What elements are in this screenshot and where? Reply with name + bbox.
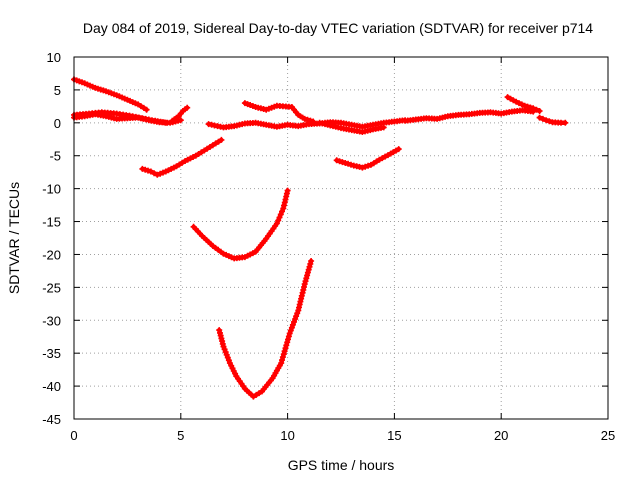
data-point bbox=[539, 115, 546, 122]
data-point bbox=[524, 103, 531, 110]
data-point bbox=[288, 324, 295, 331]
data-point bbox=[333, 157, 340, 164]
series-trace bbox=[191, 188, 290, 261]
y-tick-label: -40 bbox=[42, 379, 61, 394]
data-point bbox=[298, 292, 305, 299]
y-tick-label: -30 bbox=[42, 313, 61, 328]
data-point bbox=[395, 146, 402, 153]
data-point bbox=[304, 269, 311, 276]
data-point bbox=[218, 136, 225, 143]
data-point bbox=[362, 163, 369, 170]
y-axis-label: SDTVAR / TECUs bbox=[6, 182, 22, 294]
data-point bbox=[225, 357, 232, 364]
x-tick-label: 25 bbox=[601, 428, 615, 443]
y-tick-label: -15 bbox=[42, 215, 61, 230]
x-tick-label: 10 bbox=[280, 428, 294, 443]
data-point bbox=[291, 318, 297, 325]
x-tick-label: 20 bbox=[494, 428, 508, 443]
data-series-6 bbox=[190, 187, 291, 262]
data-point bbox=[184, 104, 191, 111]
data-point bbox=[221, 346, 228, 353]
data-series-9 bbox=[241, 100, 317, 125]
data-point bbox=[304, 116, 311, 123]
data-series-14 bbox=[536, 114, 569, 126]
data-point bbox=[546, 118, 553, 125]
y-tick-label: -35 bbox=[42, 346, 61, 361]
data-point bbox=[280, 351, 287, 358]
series-trace bbox=[216, 258, 314, 399]
data-point bbox=[289, 321, 296, 328]
x-tick-label: 0 bbox=[70, 428, 77, 443]
data-point bbox=[293, 313, 300, 320]
chart-title: Day 084 of 2019, Sidereal Day-to-day VTE… bbox=[83, 20, 593, 36]
y-tick-label: -5 bbox=[49, 149, 61, 164]
data-series-8 bbox=[205, 117, 409, 131]
data-point bbox=[294, 310, 301, 317]
grid-lines bbox=[74, 57, 608, 419]
x-axis-label: GPS time / hours bbox=[288, 457, 395, 473]
data-point bbox=[533, 106, 540, 113]
data-series-13 bbox=[504, 94, 543, 114]
plot-frame bbox=[73, 56, 609, 420]
data-point bbox=[279, 354, 286, 361]
y-tick-label: -45 bbox=[42, 412, 61, 427]
y-tick-label: -10 bbox=[42, 182, 61, 197]
data-series-3 bbox=[71, 109, 169, 126]
y-tick-label: -25 bbox=[42, 280, 61, 295]
data-point bbox=[276, 214, 283, 221]
data-point bbox=[310, 118, 317, 125]
data-series-10 bbox=[316, 119, 387, 135]
data-series-1 bbox=[71, 76, 150, 113]
data-point bbox=[307, 260, 314, 267]
data-series-7 bbox=[216, 258, 315, 400]
data-point bbox=[536, 114, 543, 121]
data-series-4 bbox=[169, 104, 191, 124]
data-point bbox=[151, 170, 158, 177]
data-point bbox=[283, 342, 290, 349]
y-axis-ticks: 10 5 0 -5 -10 -15 -20 -25 -30 -35 -40 -45 bbox=[42, 50, 608, 427]
data-point bbox=[177, 117, 184, 124]
data-point bbox=[359, 164, 366, 171]
data-point bbox=[279, 357, 285, 364]
data-point bbox=[345, 160, 352, 167]
data-point bbox=[284, 187, 291, 194]
data-point bbox=[339, 159, 346, 166]
data-point bbox=[281, 348, 288, 355]
data-series-5 bbox=[139, 136, 225, 178]
data-point bbox=[147, 168, 154, 175]
data-point bbox=[162, 119, 169, 126]
data-point bbox=[287, 327, 294, 334]
data-point bbox=[285, 333, 292, 340]
data-points bbox=[71, 76, 569, 400]
data-point bbox=[145, 167, 151, 174]
x-tick-label: 5 bbox=[177, 428, 184, 443]
data-point bbox=[562, 119, 569, 126]
y-tick-label: -20 bbox=[42, 247, 61, 262]
data-point bbox=[303, 275, 310, 282]
data-point bbox=[380, 124, 387, 131]
data-point bbox=[307, 117, 314, 124]
y-tick-label: 5 bbox=[54, 83, 61, 98]
data-point bbox=[154, 171, 161, 178]
data-point bbox=[536, 108, 543, 114]
data-series-11 bbox=[333, 146, 402, 171]
data-point bbox=[543, 117, 550, 124]
data-point bbox=[143, 106, 150, 113]
x-tick-label: 15 bbox=[387, 428, 401, 443]
data-point bbox=[285, 336, 291, 343]
data-point bbox=[308, 258, 315, 264]
data-series-12 bbox=[402, 107, 537, 124]
y-tick-label: 10 bbox=[47, 50, 61, 65]
data-point bbox=[530, 105, 537, 112]
y-tick-label: 0 bbox=[54, 116, 61, 131]
data-point bbox=[223, 351, 230, 358]
x-axis-ticks: 0 5 10 15 20 25 bbox=[70, 57, 615, 443]
